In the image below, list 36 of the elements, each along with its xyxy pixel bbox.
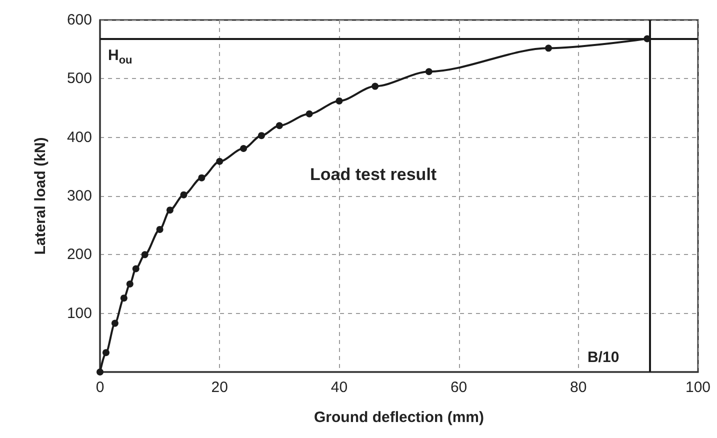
point [102,349,110,356]
point [276,122,283,130]
point [132,265,140,272]
x-axis-title: Ground deflection (mm) [314,409,484,426]
point [425,68,432,76]
point [306,110,313,118]
x-tick-label: 80 [570,379,587,396]
x-tick-label: 40 [330,379,348,396]
x-tick-label: 0 [96,379,104,396]
point [336,97,343,104]
y-tick-label: 200 [66,246,92,264]
y-tick-label: 500 [66,70,92,88]
y-tick-label: 100 [66,304,92,322]
point [120,294,128,302]
point [240,144,248,152]
y-tick-label: 400 [66,128,92,146]
point [111,320,118,327]
y-tick-label: 300 [66,188,92,204]
x-tick-label: 20 [211,379,228,396]
point [216,158,224,165]
point [156,226,164,233]
x-tick-label: 60 [450,379,468,396]
point [198,174,206,182]
ref-line-label: B/10 [587,349,620,366]
point [96,368,104,376]
point [141,251,148,258]
point [126,280,134,288]
point [372,82,379,90]
point [258,132,265,140]
point [180,191,188,198]
x-tick-label: 100 [685,379,711,396]
y-tick-label: 600 [66,12,92,28]
point [166,206,174,214]
y-axis-title: Lateral load (kN) [32,137,49,255]
point [545,44,552,52]
annotation: Load test result [310,165,437,184]
